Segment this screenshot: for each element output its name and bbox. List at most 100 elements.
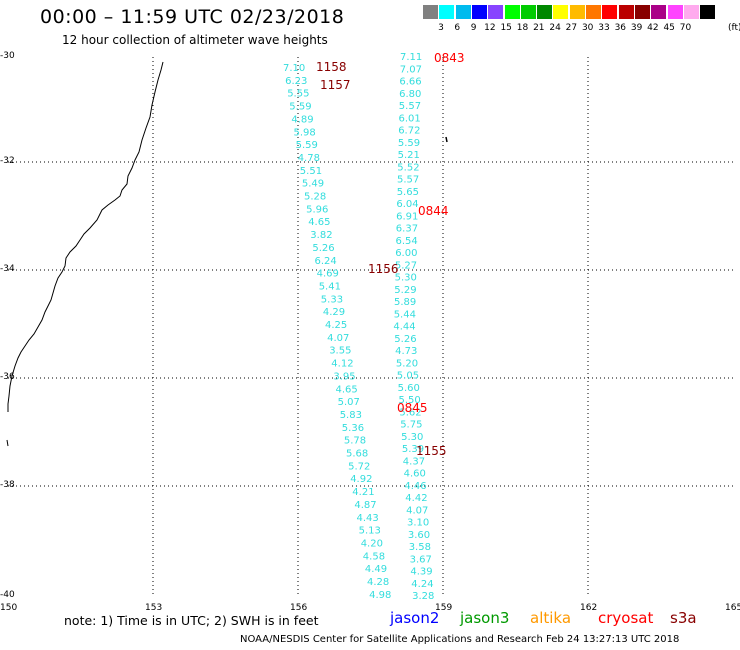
swh-value: 4.69 (317, 269, 339, 280)
coastline-tick (6, 439, 9, 447)
legend-label: 18 (516, 23, 529, 33)
swh-value: 5.65 (397, 187, 419, 198)
swh-value: 4.49 (365, 564, 387, 575)
swh-value: 6.23 (285, 76, 307, 87)
legend-label: 45 (663, 23, 675, 33)
coastline (7, 61, 164, 412)
swh-value: 5.83 (340, 410, 362, 421)
swh-value: 4.21 (352, 487, 374, 498)
legend-swatch (618, 5, 634, 19)
legend-swatch (537, 5, 553, 19)
pass-time-label: 1158 (316, 60, 347, 74)
legend-swatch (455, 5, 471, 19)
swh-value: 4.46 (404, 481, 426, 492)
swh-value: 5.60 (398, 383, 420, 394)
swh-value: 4.60 (404, 469, 426, 480)
swh-value: 5.78 (344, 436, 366, 447)
swh-value: 6.91 (396, 211, 418, 222)
swh-value: 3.58 (409, 542, 431, 553)
legend-swatch (667, 5, 683, 19)
swh-value: 4.25 (325, 320, 347, 331)
pass-time-label: 1157 (320, 78, 351, 92)
altimeter-tracks: 7.106.235.555.594.895.985.594.785.515.49… (283, 51, 465, 602)
legend-label: 24 (549, 23, 561, 33)
legend-swatch (471, 5, 487, 19)
swh-value: 5.57 (399, 101, 421, 112)
pass-time-label: 1156 (368, 262, 399, 276)
swh-value: 5.75 (400, 420, 422, 431)
swh-value: 5.96 (306, 204, 328, 215)
mission-label: jason3 (460, 609, 510, 627)
legend-swatch (602, 5, 618, 19)
legend-swatch (700, 5, 716, 19)
legend-label: 9 (470, 23, 477, 33)
legend-unit: (ft) (728, 23, 740, 33)
swh-value: 3.67 (410, 554, 432, 565)
mission-label: s3a (670, 609, 697, 627)
page-subtitle: 12 hour collection of altimeter wave hei… (62, 33, 328, 47)
swh-value: 4.07 (406, 505, 428, 516)
swh-value: 4.39 (410, 567, 432, 578)
swh-value: 6.66 (399, 77, 421, 88)
swh-value: 5.50 (399, 395, 421, 406)
mission-label: jason2 (390, 609, 440, 627)
swh-value: 5.59 (398, 138, 420, 149)
longitude-label: 156 (290, 603, 308, 613)
swh-value: 5.28 (304, 192, 326, 203)
latitude-label: -36 (0, 372, 15, 382)
swh-value: 6.54 (396, 236, 418, 247)
swh-value: 5.36 (342, 423, 364, 434)
swh-value: 4.43 (357, 513, 379, 524)
latitude-label: -34 (0, 264, 15, 274)
swh-value: 4.65 (308, 217, 330, 228)
swh-value: 3.28 (412, 591, 434, 602)
swh-value: 5.49 (302, 179, 324, 190)
swh-value: 4.12 (331, 359, 353, 370)
legend-label: 15 (500, 23, 512, 33)
legend-label: 27 (565, 23, 578, 33)
legend-swatch (553, 5, 569, 19)
pass-time-label: 0845 (397, 401, 428, 415)
longitude-label: 165 (725, 603, 740, 613)
swh-value: 3.55 (329, 346, 351, 357)
legend-label: 12 (484, 23, 496, 33)
legend-label: 42 (647, 23, 659, 33)
legend-label: 36 (614, 23, 627, 33)
legend-swatch (504, 5, 520, 19)
swh-value: 5.29 (394, 285, 416, 296)
mission-label: cryosat (598, 609, 654, 627)
page-title: 00:00 – 11:59 UTC 02/23/2018 (40, 6, 345, 28)
latitude-label: -32 (0, 156, 15, 166)
swh-value: 5.72 (348, 461, 370, 472)
swh-value: 6.24 (315, 256, 337, 267)
latitude-label: -40 (0, 590, 15, 600)
swh-value: 5.07 (338, 397, 360, 408)
swh-value: 4.92 (350, 474, 372, 485)
swh-value: 4.28 (367, 577, 389, 588)
swh-value: 7.07 (400, 64, 422, 75)
swh-value: 4.29 (323, 307, 345, 318)
swh-value: 5.89 (394, 297, 416, 308)
swh-value: 5.27 (395, 260, 417, 271)
swh-value: 4.20 (361, 539, 383, 550)
swh-value: 5.30 (401, 432, 423, 443)
swh-value: 4.58 (363, 551, 385, 562)
legend-swatch (488, 5, 504, 19)
swh-value: 3.10 (407, 518, 429, 529)
legend-label: 30 (581, 23, 594, 33)
legend-swatch (683, 5, 699, 19)
swh-value: 4.65 (336, 384, 358, 395)
legend-swatch (569, 5, 585, 19)
legend-swatch (634, 5, 650, 19)
swh-value: 4.44 (393, 322, 415, 333)
swh-value: 4.73 (395, 346, 417, 357)
pass-time-label: 0843 (434, 51, 465, 65)
longitude-label: 150 (0, 603, 18, 613)
legend-label: 70 (679, 23, 692, 33)
longitude-label: 159 (435, 603, 453, 613)
swh-value: 4.07 (327, 333, 349, 344)
legend-swatch (520, 5, 536, 19)
swh-value: 4.87 (354, 500, 376, 511)
swh-value: 5.39 (402, 444, 424, 455)
swh-value: 5.55 (287, 89, 309, 100)
